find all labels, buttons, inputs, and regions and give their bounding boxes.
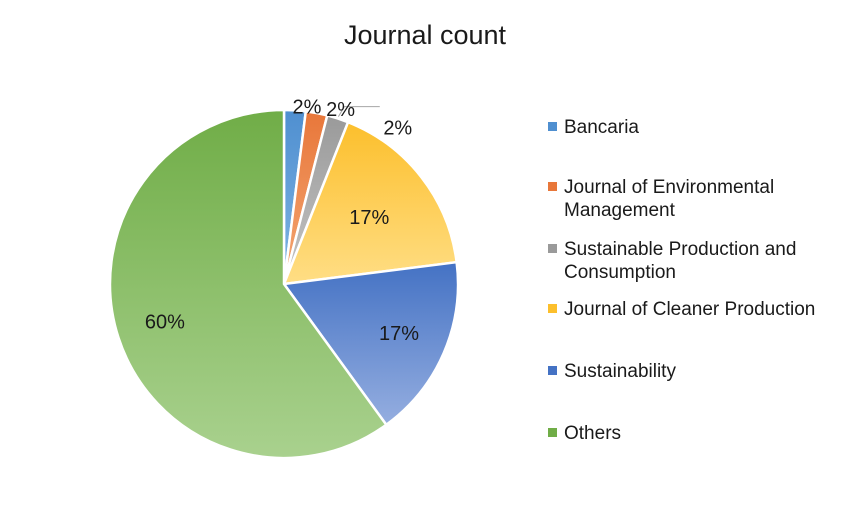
legend-label: Bancaria [564,117,639,138]
data-label: 17% [349,207,389,229]
legend-label: Sustainability [564,361,676,382]
data-label: 2% [292,96,321,118]
legend-label: Others [564,423,622,444]
pie-slice-others [108,108,389,460]
legend-swatch [548,304,557,313]
legend-label: Sustainable Production and Consumption [564,239,797,283]
legend-item: Sustainability [548,360,844,383]
legend-item: Bancaria [548,116,844,139]
legend-item: Sustainable Production and Consumption [548,238,844,284]
legend-item: Others [548,422,844,445]
legend: Bancaria Journal of Environmental Managem… [548,0,848,516]
data-label: 2% [326,99,355,121]
data-label: 2% [383,118,412,140]
legend-swatch [548,122,557,131]
data-label: 60% [145,312,185,334]
legend-swatch [548,366,557,375]
legend-item: Journal of Environmental Management [548,176,844,222]
pie-slice-journal-of-cleaner-production [282,120,459,286]
legend-label: Journal of Environmental Management [564,177,775,221]
chart-title: Journal count [343,20,507,50]
legend-swatch [548,182,557,191]
legend-swatch [548,244,557,253]
leader-line [337,106,380,117]
legend-swatch [548,428,557,437]
pie-slice-sustainability [281,260,460,427]
legend-item: Journal of Cleaner Production [548,298,844,321]
data-label: 17% [379,323,419,345]
legend-label: Journal of Cleaner Production [564,299,816,320]
